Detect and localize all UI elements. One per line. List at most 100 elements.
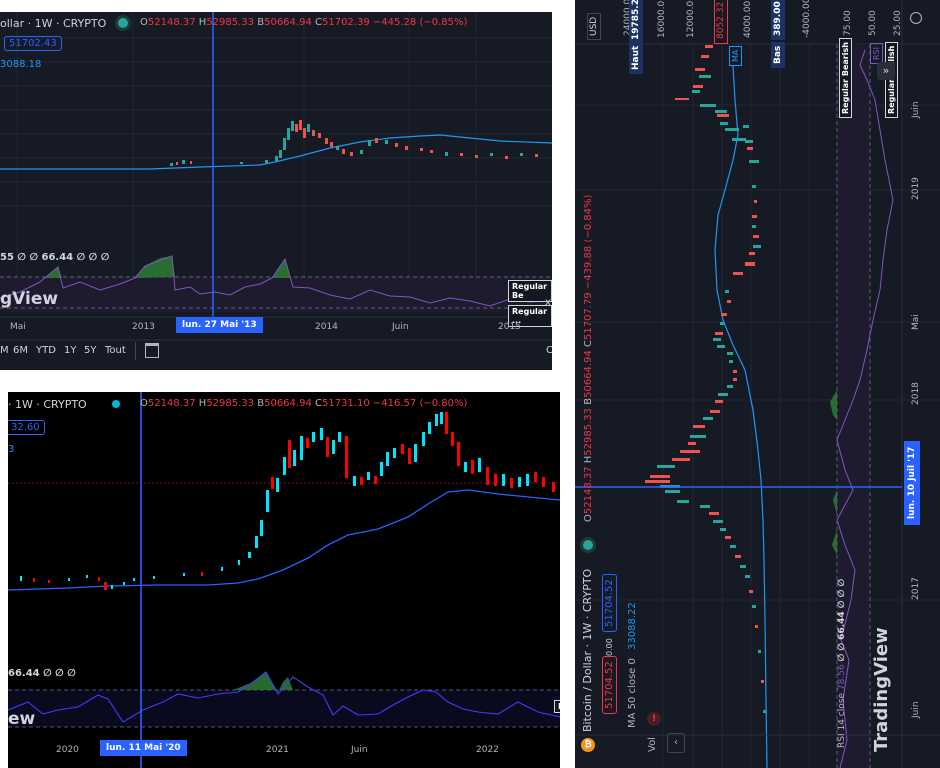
close-label: C [315,17,322,28]
regular-bullish-tag[interactable]: Regular ... [508,305,552,327]
high-marker-value: 19785.22 [629,0,643,44]
buy-price-box[interactable]: 51704.52 [602,574,617,632]
tradingview-watermark: TradingView [871,627,892,752]
open-value: 52148.37 [583,466,594,515]
ohlc-legend: O52148.37 H52985.33 B50664.94 C51731.10 … [140,398,467,409]
tradingview-watermark: gView [0,289,59,309]
low-value: 50664.94 [264,17,312,28]
price-chart-canvas[interactable] [8,392,560,768]
timeframe-button[interactable]: 1Y [64,345,77,356]
open-label: O [140,17,148,28]
rsi-legend-value: 78.56 [837,664,847,691]
change-value: −439.88 (−0.84%) [583,194,594,290]
high-label: H [583,455,594,464]
price-axis-label: 12000.00 [686,0,696,38]
currency-selector[interactable]: USD [587,12,601,40]
bitcoin-logo-icon: ₿ [581,738,595,752]
time-label: Juin [911,701,921,718]
market-status-dot [112,400,120,408]
time-label: 2014 [315,322,338,332]
time-label: 2021 [266,745,289,755]
symbol-title[interactable]: ollar · 1W · CRYPTO [0,17,107,30]
collapse-legend-icon[interactable]: ‹ [667,733,685,753]
close-value: 51731.10 [321,398,370,409]
rsi-tag: RSI [870,43,883,64]
open-label: O [140,398,148,409]
time-label: 2022 [476,745,499,755]
price-box[interactable]: 32.60 [8,420,45,435]
price-chart-canvas[interactable] [0,12,552,370]
high-label: H [198,398,207,409]
market-status-dot [118,18,128,28]
rsi-legend-name: RSI 14 close [837,693,847,748]
open-value: 52148.37 [147,17,196,28]
time-label: Juin [911,101,921,118]
close-icon[interactable]: x [545,297,551,308]
change-value: −445.28 (−0.85%) [372,17,468,28]
change-value: −416.57 (−0.80%) [372,398,468,409]
last-price-marker: 8052.32 [714,0,728,44]
settings-gear-icon[interactable] [910,12,922,24]
rsi-legend: RSI 14 close 78.56 ∅ ∅ 66.44 ∅ ∅ ∅ [837,579,847,748]
ma-tag: MA [729,45,742,66]
ma-value: 3088.18 [0,59,42,70]
regular-bearish-tag[interactable]: Regular Bearish [839,38,852,118]
collapse-pane-icon[interactable]: » [877,62,895,80]
spread-value: 0.00 [605,638,614,656]
timeframe-button[interactable]: 5Y [84,345,97,356]
candles [20,412,555,590]
close-value: 51707.79 [583,292,594,341]
warning-icon[interactable]: ! [647,712,661,726]
chart-panel-2017-rotated[interactable]: USD 24000.00 16000.00 12000.00 4000.00 -… [575,0,940,768]
volume-legend[interactable]: Vol [647,737,658,752]
chart-panel-2013[interactable]: ollar · 1W · CRYPTO O52148.37 H52985.33 … [0,12,552,370]
time-label: Juin [392,322,409,332]
ohlc-legend: O52148.37 H52985.33 B50664.94 C51707.79 … [583,195,594,522]
open-value: 52148.37 [147,398,196,409]
symbol-title[interactable]: Bitcoin / Dollar · 1W · CRYPTO [581,568,594,732]
symbol-title[interactable]: · 1W · CRYPTO [8,398,87,411]
crosshair-date-label: lun. 10 Juil '17 [904,440,920,525]
low-value: 50664.94 [264,398,312,409]
timeframe-button[interactable]: YTD [36,345,56,356]
time-label: Mai [911,314,921,330]
low-label: B [257,398,265,409]
low-marker-label: Bas [771,41,785,68]
rsi-axis-label: 75.00 [843,10,853,36]
time-label: 2019 [911,177,921,200]
rsi-legend-rest: ∅ ∅ 66.44 ∅ ∅ ∅ [837,578,847,662]
tradingview-watermark: ew [8,709,36,729]
regular-bearish-tag[interactable]: Regular Be [508,280,552,302]
high-value: 52985.33 [206,17,255,28]
divider [135,342,136,360]
crosshair-date-label: lun. 11 Mai '20 [100,740,187,756]
ma-legend-value: 33088.22 [627,602,638,650]
timeframe-button[interactable]: 6M [13,345,28,356]
ma-legend-name[interactable]: MA 50 close 0 [627,658,638,728]
price-axis-label: -4000.00 [802,0,812,38]
price-box[interactable]: 51702.43 [4,36,62,51]
rsi-axis-label: 25.00 [893,10,903,36]
rsi-legend: 55 ∅ ∅ 66.44 ∅ ∅ ∅ [0,252,110,263]
close-value: 51702.39 [321,17,370,28]
timeframe-button[interactable]: Tout [105,345,126,356]
rsi-legend: 66.44 ∅ ∅ ∅ [8,668,76,679]
rsi-axis-label: 50.00 [868,10,878,36]
crosshair-date-label: lun. 27 Mai '13 [176,317,263,333]
low-value: 50664.94 [583,350,594,398]
price-axis-label: 16000.00 [657,0,667,38]
regular-bearish-tag[interactable]: R [554,700,560,713]
time-label: 2015 [498,322,521,332]
chart-panel-2020[interactable]: · 1W · CRYPTO O52148.37 H52985.33 B50664… [8,392,560,768]
high-marker-label: Haut [629,41,643,74]
price-chart-canvas[interactable] [575,0,940,768]
time-label: 2018 [911,382,921,405]
price-axis-label: 4000.00 [743,0,753,38]
sell-price-box[interactable]: 51704.52 [602,656,617,714]
time-label: Mai [10,322,26,332]
low-label: B [583,397,594,405]
timeframe-button[interactable]: M [0,345,9,356]
time-label: 2020 [56,745,79,755]
calendar-goto-icon[interactable] [145,343,159,358]
low-marker-value: 389.00 [771,0,785,40]
